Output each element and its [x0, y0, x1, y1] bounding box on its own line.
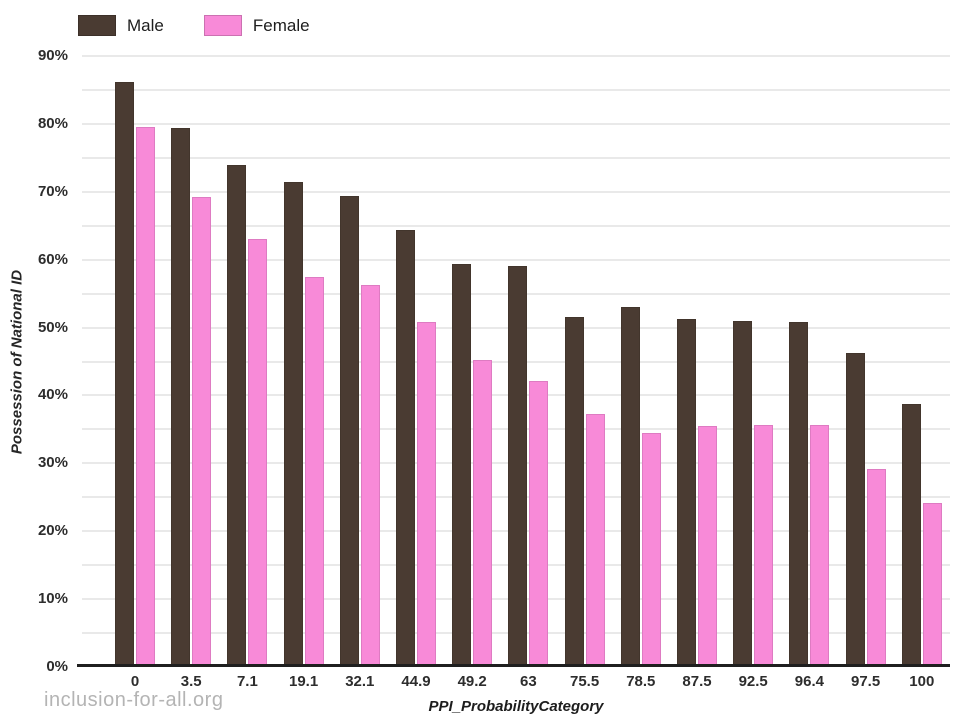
bar-male-92.5	[733, 320, 753, 667]
y-axis-title-wrap: Possession of National ID	[0, 56, 34, 667]
watermark-text: inclusion-for-all.org	[44, 689, 224, 711]
bar-group-96.4	[789, 56, 830, 667]
legend-item-female: Female	[203, 15, 310, 36]
gridline-90	[82, 55, 950, 57]
y-tick-label-90: 90%	[37, 47, 68, 64]
x-tick-label-32.1: 32.1	[345, 673, 375, 690]
bar-male-87.5	[677, 319, 696, 667]
bar-female-100	[922, 503, 942, 667]
gridline-75	[82, 156, 950, 159]
y-tick-label-50: 50%	[37, 318, 68, 336]
bar-male-63	[508, 266, 528, 667]
bar-female-96.4	[810, 425, 830, 667]
bar-group-78.5	[620, 56, 661, 667]
bar-male-19.1	[283, 181, 303, 667]
y-tick-label-60: 60%	[37, 250, 68, 268]
legend-label-male: Male	[127, 15, 164, 35]
x-tick-label-44.9: 44.9	[401, 673, 431, 690]
y-tick-label-80: 80%	[37, 114, 68, 132]
bar-female-3.5	[192, 196, 212, 667]
bar-male-3.5	[171, 127, 191, 667]
bar-group-7.1	[227, 56, 268, 667]
plot-area: 0% 10% 20% 30% 40% 50% 60% 70% 80% 90% 0 3.5 7.1 19.1…	[38, 47, 950, 690]
bar-group-44.9	[396, 56, 436, 667]
bar-female-44.9	[417, 322, 436, 667]
bar-group-0	[115, 56, 155, 667]
y-tick-label-70: 70%	[37, 182, 68, 200]
bar-female-75.5	[585, 413, 605, 667]
bar-group-32.1	[339, 56, 380, 667]
bar-group-97.5	[845, 56, 886, 667]
bar-female-32.1	[360, 284, 380, 667]
bar-group-49.2	[452, 56, 493, 667]
x-tick-label-92.5: 92.5	[738, 673, 768, 690]
bar-female-0	[136, 126, 155, 667]
legend-item-male: Male	[78, 15, 164, 36]
bar-female-97.5	[866, 468, 886, 667]
y-tick-label-0: 0%	[46, 658, 68, 675]
x-axis-line	[77, 664, 950, 667]
gridline-85	[82, 88, 950, 91]
x-tick-label-96.4: 96.4	[794, 673, 824, 690]
legend-swatch-male	[78, 15, 116, 36]
bar-male-49.2	[452, 263, 472, 667]
bar-female-92.5	[754, 424, 774, 667]
bar-group-63	[508, 56, 549, 667]
bar-male-7.1	[227, 164, 247, 667]
bar-male-44.9	[396, 229, 415, 667]
bar-group-87.5	[677, 56, 717, 667]
x-tick-label-0: 0	[130, 673, 140, 690]
x-axis-title: PPI_ProbabilityCategory	[428, 698, 604, 715]
bar-male-100	[901, 403, 921, 667]
x-tick-label-78.5: 78.5	[626, 673, 656, 690]
bar-female-63	[529, 381, 549, 667]
x-tick-label-63: 63	[520, 673, 537, 690]
bar-male-96.4	[789, 322, 809, 667]
bar-male-32.1	[339, 195, 359, 667]
x-tick-label-7.1: 7.1	[236, 673, 258, 690]
bar-group-3.5	[171, 56, 212, 667]
bar-group-100	[901, 56, 942, 667]
bar-female-49.2	[473, 360, 493, 667]
bar-group-19.1	[283, 56, 324, 667]
y-tick-label-20: 20%	[37, 522, 68, 540]
bar-group-92.5	[733, 56, 774, 667]
y-tick-label-10: 10%	[37, 590, 68, 608]
bar-group-75.5	[564, 56, 605, 667]
y-tick-label-40: 40%	[37, 386, 68, 404]
bar-female-87.5	[698, 426, 717, 667]
x-tick-label-19.1: 19.1	[288, 673, 319, 690]
x-tick-label-97.5: 97.5	[850, 673, 881, 690]
bar-male-97.5	[845, 353, 865, 667]
gridline-70	[82, 190, 950, 193]
bar-male-75.5	[564, 316, 584, 667]
bar-female-78.5	[641, 432, 661, 667]
y-tick-label-30: 30%	[37, 454, 68, 472]
x-tick-label-87.5: 87.5	[682, 673, 712, 690]
x-tick-label-75.5: 75.5	[569, 673, 600, 690]
bar-male-78.5	[620, 307, 640, 667]
bar-female-7.1	[248, 239, 268, 667]
gridline-80	[82, 122, 950, 125]
legend-swatch-female	[203, 15, 242, 36]
legend: Male Female	[78, 15, 310, 36]
y-axis-title: Possession of National ID	[8, 269, 26, 454]
gridline-65	[82, 224, 950, 227]
x-tick-label-49.2: 49.2	[457, 673, 487, 690]
x-tick-label-100: 100	[909, 673, 935, 690]
gridline-60	[82, 258, 950, 261]
legend-label-female: Female	[252, 15, 310, 35]
bar-male-0	[115, 82, 134, 667]
bar-female-19.1	[304, 277, 324, 667]
x-tick-label-3.5: 3.5	[180, 673, 202, 690]
